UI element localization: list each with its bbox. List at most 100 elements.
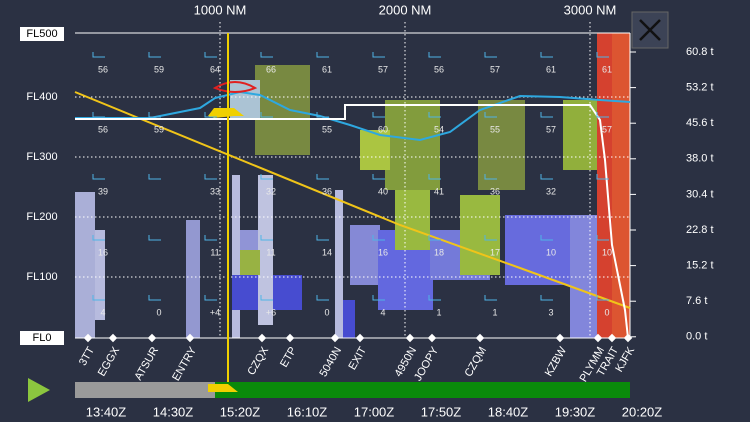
wind-barb bbox=[596, 295, 609, 301]
wind-label: 57 bbox=[490, 64, 500, 74]
waypoint-label: EXIT bbox=[346, 345, 369, 372]
wind-label: 10 bbox=[546, 247, 556, 257]
flight-level-label: FL100 bbox=[26, 271, 57, 283]
wind-barb bbox=[260, 174, 273, 180]
wind-barb bbox=[428, 174, 441, 180]
wind-barb bbox=[204, 295, 217, 301]
wind-barb bbox=[596, 112, 609, 118]
waypoint-label: 3TT bbox=[77, 345, 97, 368]
wind-barb bbox=[204, 52, 217, 58]
wind-label: 17 bbox=[490, 247, 500, 257]
wind-label: 39 bbox=[98, 186, 108, 196]
wind-label: 57 bbox=[378, 64, 388, 74]
wind-label: 57 bbox=[546, 124, 556, 134]
waypoint-marker bbox=[355, 333, 365, 343]
wind-label: +4 bbox=[210, 307, 220, 317]
wind-label: 11 bbox=[210, 247, 219, 257]
wind-label: 64 bbox=[210, 64, 220, 74]
distance-label: 2000 NM bbox=[379, 2, 432, 17]
waypoint-label: EGGX bbox=[96, 344, 123, 378]
wind-barb bbox=[148, 112, 161, 118]
weight-label: 60.8 t bbox=[686, 46, 714, 58]
wind-barb bbox=[540, 52, 553, 58]
wind-barb bbox=[92, 235, 105, 241]
waypoint-marker bbox=[108, 333, 118, 343]
wind-label: 1 bbox=[436, 307, 441, 317]
waypoint-label: ETP bbox=[278, 345, 299, 370]
wind-barb bbox=[148, 295, 161, 301]
wind-label: 40 bbox=[378, 186, 388, 196]
wind-label: 32 bbox=[266, 186, 276, 196]
wind-barb bbox=[596, 52, 609, 58]
waypoint-marker bbox=[427, 333, 437, 343]
grid bbox=[75, 22, 630, 338]
wind-barb bbox=[484, 235, 497, 241]
waypoint-label: ENTRY bbox=[170, 344, 199, 383]
weight-label: 38.0 t bbox=[686, 153, 714, 165]
wind-label: 61 bbox=[546, 64, 556, 74]
wind-barb bbox=[484, 295, 497, 301]
wind-label: 66 bbox=[266, 64, 276, 74]
time-label: 17:50Z bbox=[421, 404, 462, 419]
weight-label: 22.8 t bbox=[686, 224, 714, 236]
waypoint-marker bbox=[555, 333, 565, 343]
wind-barb bbox=[428, 112, 441, 118]
wind-label: 55 bbox=[322, 124, 332, 134]
time-label: 14:30Z bbox=[153, 404, 194, 419]
wind-barb bbox=[428, 52, 441, 58]
elapsed-bar bbox=[75, 382, 215, 398]
waypoint-marker bbox=[405, 333, 415, 343]
wind-barb bbox=[372, 174, 385, 180]
weight-label: 7.6 t bbox=[686, 295, 707, 307]
flight-level-label: FL500 bbox=[26, 28, 57, 40]
wind-barb bbox=[148, 52, 161, 58]
wind-barb bbox=[148, 174, 161, 180]
wind-barb bbox=[92, 52, 105, 58]
wind-label: 1 bbox=[492, 307, 497, 317]
flight-level-label: FL300 bbox=[26, 151, 57, 163]
weight-label: 15.2 t bbox=[686, 260, 714, 272]
wind-label: 0 bbox=[604, 307, 609, 317]
wind-barb bbox=[596, 235, 609, 241]
waypoint-marker bbox=[185, 333, 195, 343]
close-button[interactable] bbox=[631, 11, 669, 49]
wind-barb bbox=[316, 235, 329, 241]
wind-barb bbox=[316, 112, 329, 118]
wind-barb bbox=[316, 52, 329, 58]
tropopause-line bbox=[75, 90, 631, 142]
waypoint-marker bbox=[607, 333, 617, 343]
waypoint-label: KZBW bbox=[543, 344, 570, 378]
wind-label: 4 bbox=[380, 307, 385, 317]
play-button[interactable] bbox=[28, 378, 50, 402]
fl-bottom-box bbox=[20, 331, 64, 345]
wind-barb bbox=[92, 112, 105, 118]
waypoint-label: 5040N bbox=[318, 345, 345, 379]
wind-barb bbox=[260, 235, 273, 241]
waypoint-marker bbox=[475, 333, 485, 343]
wind-barb bbox=[540, 235, 553, 241]
wind-label: 61 bbox=[602, 64, 612, 74]
wind-barb bbox=[204, 235, 217, 241]
wind-barb bbox=[540, 112, 553, 118]
wind-label: 59 bbox=[154, 124, 164, 134]
waypoint-marker bbox=[330, 333, 340, 343]
wind-barb bbox=[372, 112, 385, 118]
timeline-marker bbox=[208, 384, 238, 392]
wind-label: +6 bbox=[266, 307, 276, 317]
weight-label: 45.6 t bbox=[686, 117, 714, 129]
wind-barb bbox=[372, 235, 385, 241]
wind-barb bbox=[148, 235, 161, 241]
weight-line bbox=[74, 91, 631, 309]
waypoint-label: CZQM bbox=[463, 345, 490, 379]
wind-label: 55 bbox=[490, 124, 500, 134]
wind-barb bbox=[428, 295, 441, 301]
wind-label: 18 bbox=[434, 247, 444, 257]
wind-barb bbox=[372, 295, 385, 301]
time-label: 16:10Z bbox=[287, 404, 328, 419]
time-label: 18:40Z bbox=[488, 404, 529, 419]
wind-label: 0 bbox=[324, 307, 329, 317]
wind-label: 36 bbox=[322, 186, 332, 196]
wind-barb bbox=[92, 174, 105, 180]
time-label: 13:40Z bbox=[86, 404, 127, 419]
